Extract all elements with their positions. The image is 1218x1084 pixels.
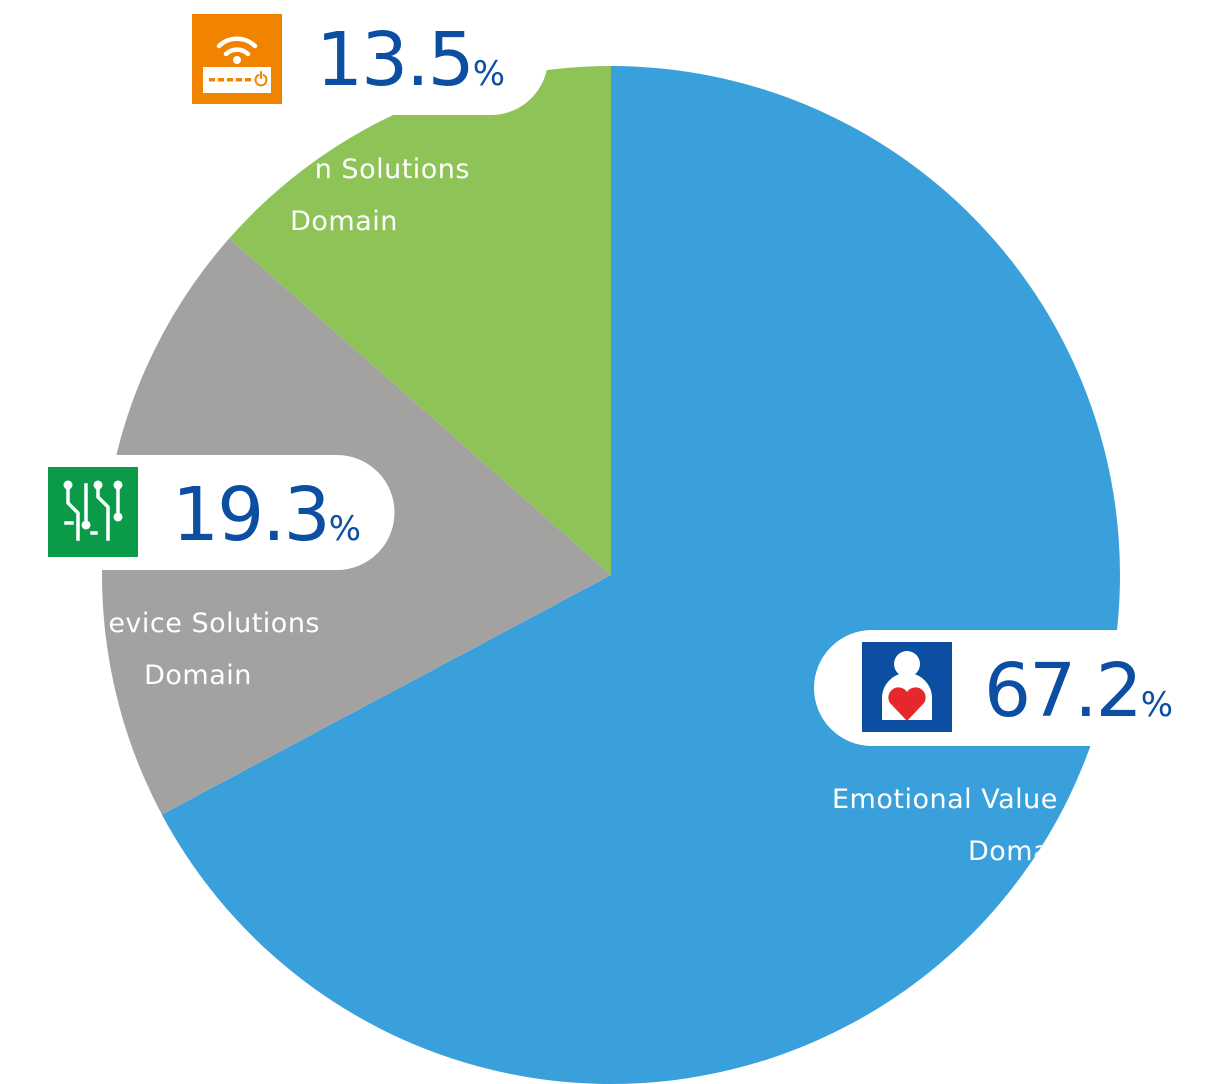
callout-emotional-value: 67.2% bbox=[814, 630, 1173, 746]
value-label-solutions: 13.5% bbox=[316, 17, 505, 103]
value-label-device-solutions: 19.3% bbox=[172, 472, 361, 558]
callout-device-solutions: 19.3% bbox=[48, 455, 395, 570]
pie-slice-3 bbox=[229, 65, 611, 575]
callout-pill bbox=[100, 455, 395, 570]
callout-solutions: 13.5% bbox=[190, 10, 548, 115]
value-label-emotional-value: 67.2% bbox=[984, 648, 1173, 734]
slice-label-1-line-1: Emotional Value bbox=[832, 784, 1058, 815]
circuit-board-icon bbox=[48, 467, 138, 557]
slice-label-2-line-1: evice Solutions bbox=[108, 608, 320, 639]
wifi-router-icon bbox=[192, 14, 282, 104]
person-heart-icon bbox=[862, 642, 952, 732]
slice-label-1-line-2: Domain bbox=[968, 836, 1076, 867]
slice-label-3-line-1: n Solutions bbox=[315, 154, 470, 185]
slice-label-2-line-2: Domain bbox=[144, 660, 252, 691]
pie-slices bbox=[101, 65, 1120, 1084]
slice-labels: Emotional Value Domain evice Solutions Doma… bbox=[108, 154, 1075, 867]
pie-slice-1 bbox=[161, 66, 1120, 1084]
slice-label-3-line-2: Domain bbox=[290, 206, 398, 237]
